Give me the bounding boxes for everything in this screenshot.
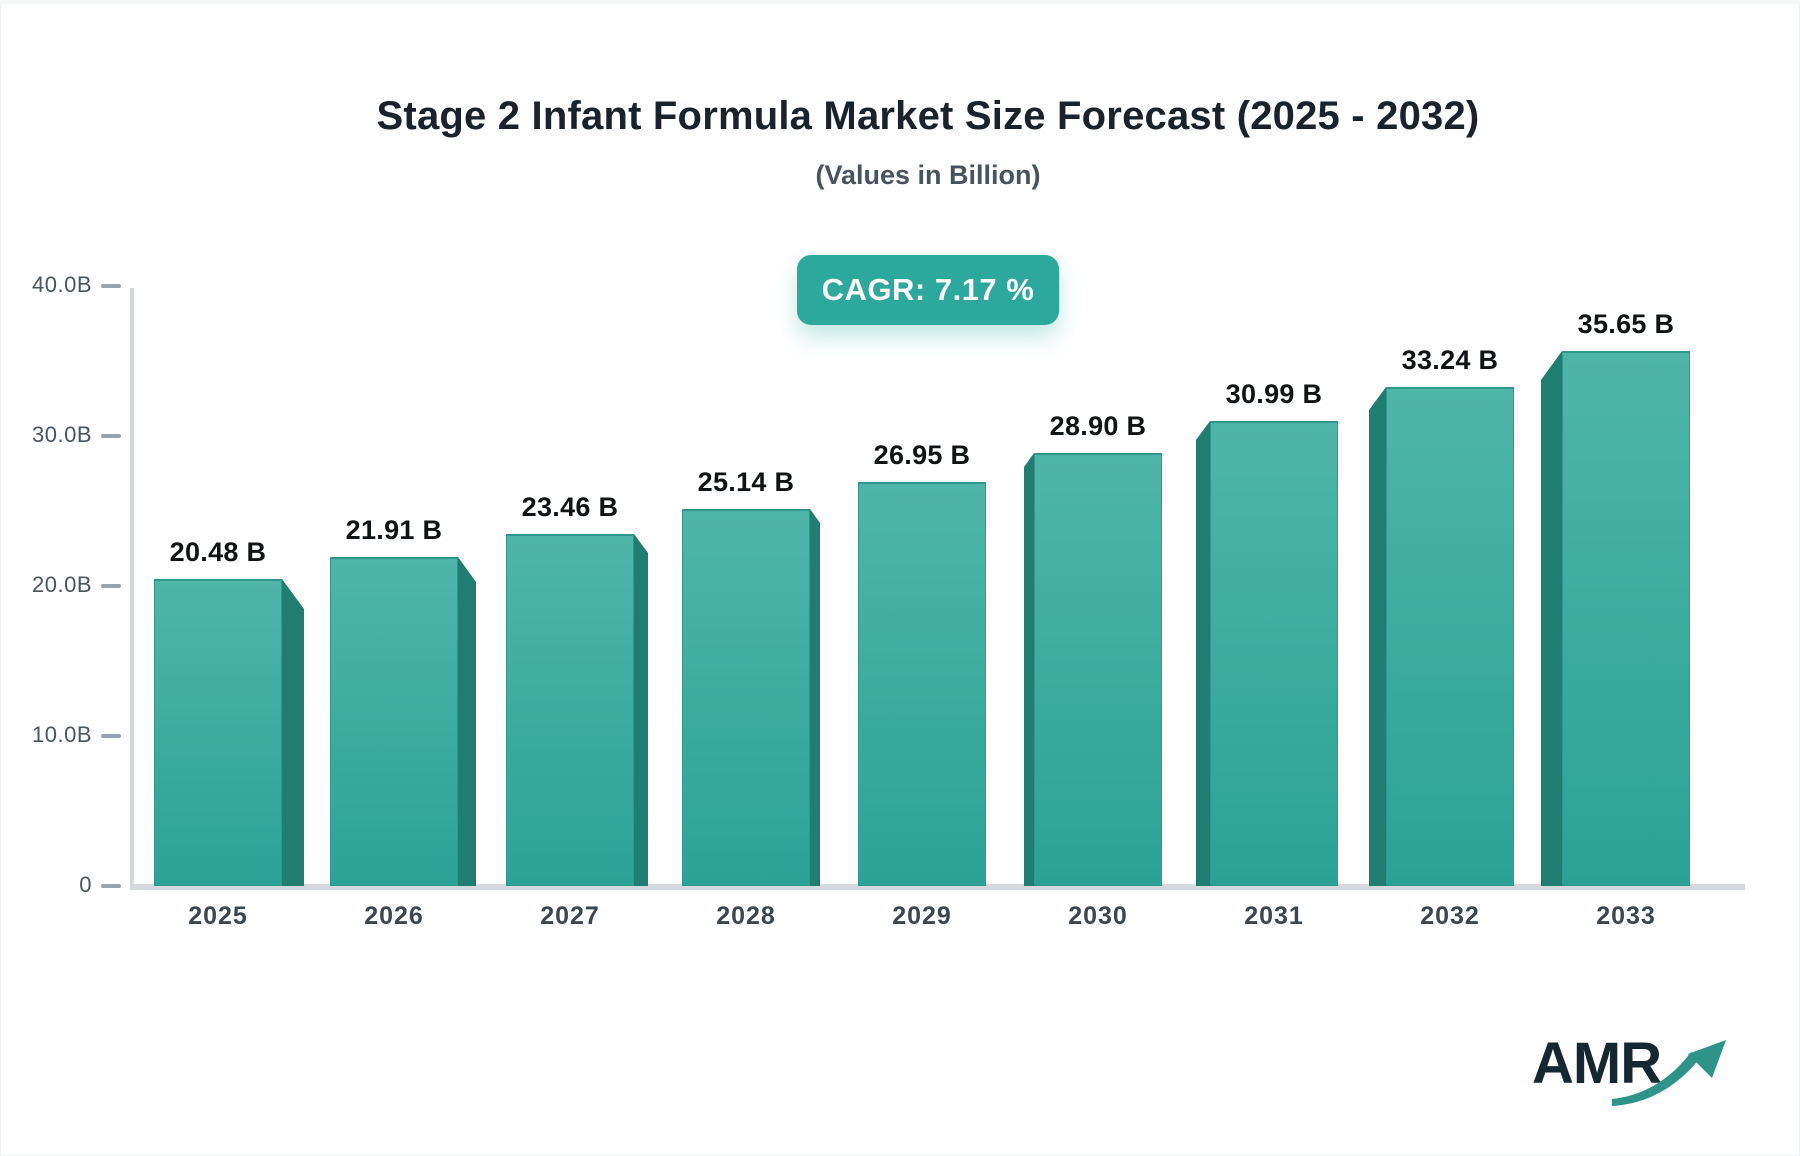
y-axis-label: 20.0B — [32, 572, 92, 597]
x-axis-label: 2026 — [364, 902, 424, 930]
chart-subtitle: (Values in Billion) — [815, 160, 1041, 190]
bar-side-3d — [1541, 351, 1562, 886]
bar-value-label: 20.48 B — [169, 537, 267, 567]
x-axis-line — [130, 884, 1745, 890]
bar-value-label: 26.95 B — [873, 440, 971, 470]
y-axis-label: 40.0B — [32, 272, 92, 297]
bar-value-label: 30.99 B — [1225, 379, 1323, 409]
bar-value-label: 35.65 B — [1577, 309, 1675, 339]
bar-side-3d — [1024, 453, 1034, 886]
cagr-badge: CAGR: 7.17 % — [797, 255, 1059, 325]
cagr-badge-label: CAGR: 7.17 % — [821, 272, 1035, 307]
bar-side-3d — [1196, 421, 1210, 886]
top-hairline — [0, 0, 1800, 4]
bar-side-3d — [810, 509, 820, 886]
y-tick-mark — [101, 434, 121, 438]
bar-side-3d — [458, 557, 476, 886]
bar-value-label: 28.90 B — [1049, 411, 1147, 441]
bar-2028 — [682, 509, 810, 886]
bar-side-3d — [282, 579, 304, 886]
y-axis-label: 30.0B — [32, 422, 92, 447]
amr-logo-text: AMR — [1532, 1031, 1662, 1096]
bar-value-label: 23.46 B — [521, 492, 619, 522]
x-axis-label: 2030 — [1068, 902, 1128, 930]
y-tick-mark — [101, 734, 121, 738]
bar-value-label: 25.14 B — [697, 467, 795, 497]
bar-side-3d — [634, 534, 648, 886]
x-axis-label: 2031 — [1244, 902, 1304, 930]
y-tick-mark — [101, 284, 121, 288]
y-axis-label: 10.0B — [32, 722, 92, 747]
bar-2026 — [330, 557, 458, 886]
y-tick-mark — [101, 884, 121, 888]
bar-2027 — [506, 534, 634, 886]
x-axis-label: 2025 — [188, 902, 248, 930]
y-axis-label: 0 — [79, 872, 92, 897]
bar-2025 — [154, 579, 282, 886]
amr-logo: AMR — [1532, 1030, 1772, 1130]
x-axis-label: 2027 — [540, 902, 600, 930]
chart-title: Stage 2 Infant Formula Market Size Forec… — [376, 94, 1480, 138]
x-axis-label: 2032 — [1420, 902, 1480, 930]
bar-2031 — [1210, 421, 1338, 886]
y-tick-mark — [101, 584, 121, 588]
x-axis-label: 2029 — [892, 902, 952, 930]
x-axis-label: 2033 — [1596, 902, 1656, 930]
bar-value-label: 33.24 B — [1401, 345, 1499, 375]
x-axis-label: 2028 — [716, 902, 776, 930]
bar-2033 — [1562, 351, 1690, 886]
bar-2032 — [1386, 387, 1514, 886]
y-axis-line — [130, 288, 134, 888]
bar-2029 — [858, 482, 986, 886]
bar-value-label: 21.91 B — [345, 515, 443, 545]
bar-2030 — [1034, 453, 1162, 886]
growth-arrow-icon — [1612, 1040, 1726, 1106]
bar-side-3d — [1369, 387, 1386, 886]
